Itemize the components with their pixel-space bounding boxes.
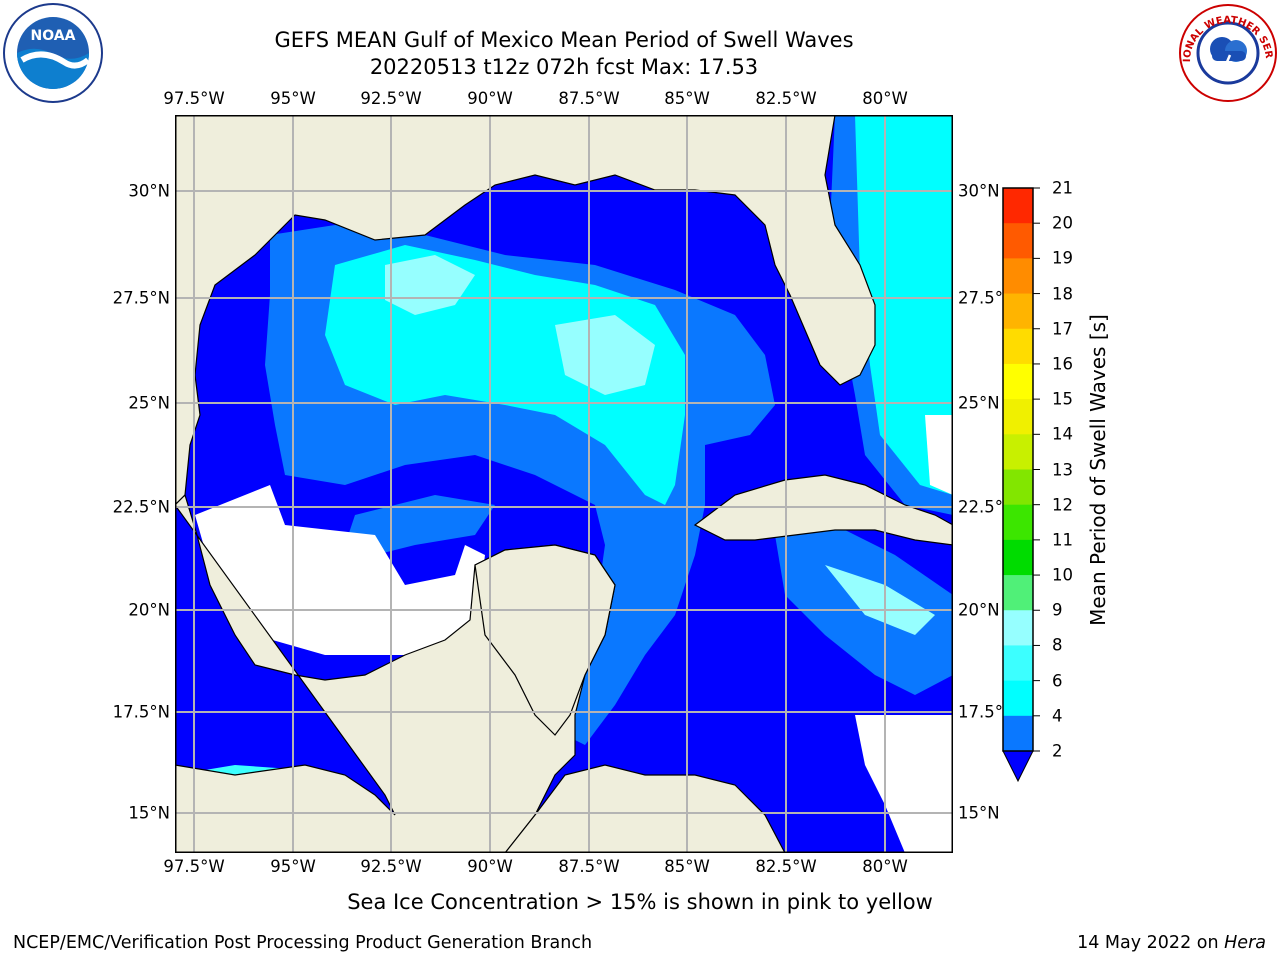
colorbar-swatch bbox=[1003, 715, 1033, 752]
lat-tick-left: 25°N bbox=[128, 393, 170, 413]
footer-date: 14 May 2022 on Hera bbox=[1077, 933, 1266, 953]
no-data-atlantic-patch bbox=[925, 415, 953, 495]
swell-contour-6s-atlantic bbox=[855, 115, 953, 495]
lon-tick-top: 97.5°W bbox=[163, 89, 225, 108]
lat-tick-left: 17.5°N bbox=[112, 702, 170, 722]
no-data-caribbean-south bbox=[855, 715, 953, 853]
lat-tick-right: 17.5° bbox=[958, 702, 1003, 722]
lat-tick-right: 22.5° bbox=[958, 497, 1003, 517]
colorbar-swatch bbox=[1003, 188, 1033, 224]
colorbar bbox=[1002, 187, 1040, 783]
colorbar-label: 20 bbox=[1052, 213, 1073, 233]
lat-tick-right: 15°N bbox=[958, 803, 1000, 823]
colorbar-label: 17 bbox=[1052, 319, 1073, 339]
lon-tick-bottom: 80°W bbox=[862, 857, 908, 876]
land-united-states bbox=[175, 115, 876, 506]
lat-tick-left: 20°N bbox=[128, 600, 170, 620]
lon-tick-top: 85°W bbox=[664, 89, 710, 108]
colorbar-label: 13 bbox=[1052, 460, 1073, 479]
colorbar-swatches bbox=[1003, 188, 1033, 752]
colorbar-swatch bbox=[1003, 575, 1033, 611]
lon-tick-top: 90°W bbox=[467, 89, 513, 108]
colorbar-label: 16 bbox=[1052, 354, 1073, 374]
colorbar-swatch bbox=[1003, 469, 1033, 506]
colorbar-label: 4 bbox=[1052, 706, 1063, 726]
colorbar-extend-triangle bbox=[1002, 750, 1034, 783]
swell-contour-8s-center bbox=[555, 315, 655, 395]
colorbar-label: 9 bbox=[1052, 600, 1063, 620]
lon-tick-top: 80°W bbox=[862, 89, 908, 108]
land-central-america bbox=[504, 764, 786, 853]
colorbar-label: 15 bbox=[1052, 389, 1073, 409]
colorbar-swatch bbox=[1003, 504, 1033, 541]
colorbar-label: 19 bbox=[1052, 248, 1073, 268]
lon-tick-bottom: 82.5°W bbox=[755, 857, 817, 876]
colorbar-swatch bbox=[1003, 223, 1033, 259]
colorbar-label: 18 bbox=[1052, 284, 1073, 304]
colorbar-label: 12 bbox=[1052, 495, 1073, 515]
colorbar-swatch bbox=[1003, 645, 1033, 682]
lon-tick-bottom: 97.5°W bbox=[163, 857, 225, 876]
lon-tick-top: 82.5°W bbox=[755, 89, 817, 108]
lat-tick-left: 22.5°N bbox=[112, 497, 170, 517]
lon-tick-top: 92.5°W bbox=[360, 89, 422, 108]
nws-logo: NATIONAL WEATHER SERVICE bbox=[1178, 3, 1277, 102]
footer-host: Hera bbox=[1224, 933, 1266, 953]
footer-date-text: 14 May 2022 on bbox=[1077, 933, 1225, 953]
colorbar-label: 14 bbox=[1052, 424, 1073, 444]
colorbar-swatch bbox=[1003, 258, 1033, 295]
lon-tick-top: 95°W bbox=[270, 89, 316, 108]
footer-branch: NCEP/EMC/Verification Post Processing Pr… bbox=[13, 933, 593, 953]
colorbar-label: 21 bbox=[1052, 178, 1073, 198]
plot-title: GEFS MEAN Gulf of Mexico Mean Period of … bbox=[274, 28, 854, 52]
colorbar-swatch bbox=[1003, 293, 1033, 330]
swell-contour-8s bbox=[385, 255, 475, 315]
lat-tick-right: 20°N bbox=[958, 600, 1000, 620]
sea-ice-footnote: Sea Ice Concentration > 15% is shown in … bbox=[347, 890, 933, 914]
lat-tick-right: 30°N bbox=[958, 181, 1000, 201]
colorbar-label: 10 bbox=[1052, 565, 1073, 585]
colorbar-label: 2 bbox=[1052, 741, 1063, 761]
colorbar-label: 6 bbox=[1052, 671, 1063, 691]
swell-contour-4s-west bbox=[345, 495, 495, 555]
lon-tick-top: 87.5°W bbox=[558, 89, 620, 108]
colorbar-swatch bbox=[1003, 434, 1033, 470]
map-frame bbox=[175, 115, 953, 853]
graticule bbox=[175, 115, 953, 853]
swell-period-map bbox=[175, 115, 953, 853]
noaa-logo: NOAA bbox=[3, 3, 103, 103]
lat-tick-left: 15°N bbox=[128, 803, 170, 823]
lon-tick-bottom: 87.5°W bbox=[558, 857, 620, 876]
lon-tick-bottom: 85°W bbox=[664, 857, 710, 876]
colorbar-swatch bbox=[1003, 680, 1033, 717]
lon-tick-bottom: 90°W bbox=[467, 857, 513, 876]
colorbar-label: 11 bbox=[1052, 530, 1073, 550]
colorbar-swatch bbox=[1003, 363, 1033, 400]
lon-tick-bottom: 92.5°W bbox=[360, 857, 422, 876]
colorbar-swatch bbox=[1003, 328, 1033, 365]
colorbar-swatch bbox=[1003, 539, 1033, 576]
colorbar-swatch bbox=[1003, 399, 1033, 435]
colorbar-label: 8 bbox=[1052, 635, 1063, 655]
land-cuba bbox=[693, 474, 953, 546]
colorbar-title: Mean Period of Swell Waves [s] bbox=[1086, 314, 1110, 626]
lat-tick-right: 25°N bbox=[958, 393, 1000, 413]
no-data-bay-of-campeche bbox=[195, 485, 485, 655]
noaa-logo-text: NOAA bbox=[31, 28, 76, 44]
lat-tick-left: 30°N bbox=[128, 181, 170, 201]
colorbar-swatch bbox=[1003, 610, 1033, 646]
lat-tick-left: 27.5°N bbox=[112, 288, 170, 308]
swell-contour-8s-east bbox=[825, 565, 935, 635]
plot-subtitle: 20220513 t12z 072h fcst Max: 17.53 bbox=[369, 55, 759, 79]
land-yucatan bbox=[474, 544, 616, 736]
lat-tick-right: 27.5° bbox=[958, 288, 1003, 308]
lon-tick-bottom: 95°W bbox=[270, 857, 316, 876]
colorbar-ticks bbox=[1033, 187, 1040, 752]
